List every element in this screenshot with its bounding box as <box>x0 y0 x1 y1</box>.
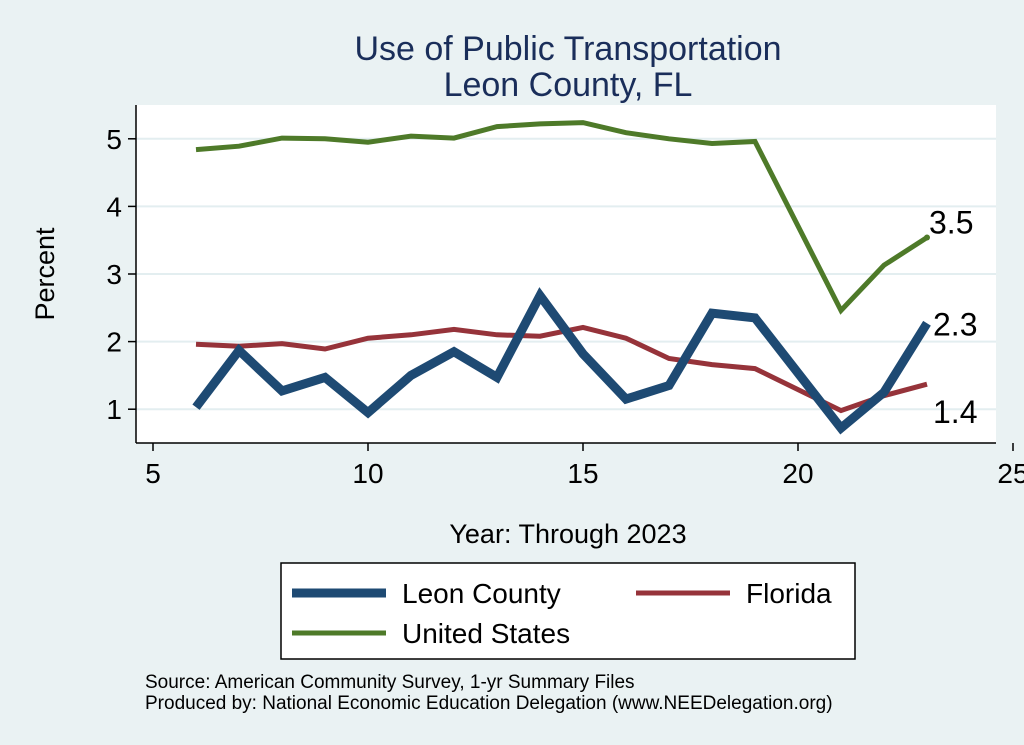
legend: Leon County Florida United States <box>292 578 832 649</box>
series-end-marker <box>924 234 930 241</box>
y-tick-label: 4 <box>106 191 122 222</box>
legend-label: United States <box>402 618 570 649</box>
y-tick-label: 5 <box>106 124 122 155</box>
series-line-united-states <box>195 120 929 315</box>
source-note: Source: American Community Survey, 1-yr … <box>145 672 635 693</box>
end-labels: 2.3 1.4 3.5 <box>929 204 977 430</box>
series-lines <box>192 120 931 435</box>
y-tick-label: 1 <box>106 394 122 425</box>
x-tick-label: 10 <box>352 458 383 489</box>
series-line-florida <box>195 324 928 414</box>
x-tick-label: 25 <box>997 458 1024 489</box>
end-label-united-states: 3.5 <box>929 204 973 240</box>
x-axis-label: Year: Through 2023 <box>449 519 686 549</box>
x-tick-label: 15 <box>567 458 598 489</box>
series-line-leon-county <box>192 287 931 435</box>
chart-title-line-2: Leon County, FL <box>444 66 693 104</box>
end-label-leon-county: 2.3 <box>933 306 977 342</box>
axes: 1 2 3 4 5 5 10 15 20 25 <box>106 105 1024 489</box>
y-tick-label: 2 <box>106 327 122 358</box>
legend-label: Leon County <box>402 578 561 609</box>
legend-label: Florida <box>746 578 832 609</box>
x-tick-label: 20 <box>782 458 813 489</box>
x-tick-label: 5 <box>145 458 161 489</box>
legend-box <box>280 562 856 660</box>
end-label-florida: 1.4 <box>933 394 977 430</box>
produced-by-note: Produced by: National Economic Education… <box>145 693 833 714</box>
y-tick-label: 3 <box>106 259 122 290</box>
chart-title-line-1: Use of Public Transportation <box>354 30 781 68</box>
y-axis-label: Percent <box>30 227 60 321</box>
